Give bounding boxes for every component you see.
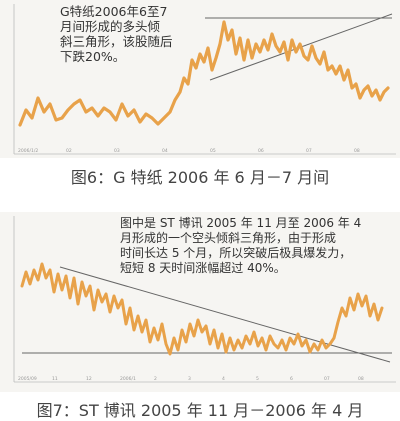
figure-7-x-tick-label: 5 xyxy=(256,376,259,382)
figure-6-chart: 2006/1/2 02 03 04 05 06 07 08 G特纸2006年6至7 月间形成的… xyxy=(0,0,400,158)
figure-7-x-tick-label: 12 xyxy=(86,376,92,382)
price-line xyxy=(20,262,384,356)
figure-7-x-tick-label: 4 xyxy=(222,376,225,382)
figure-6-x-tick-label: 2006/1/2 xyxy=(18,148,38,154)
figure-6-x-tick-label: 03 xyxy=(114,148,120,154)
figure-7-x-tick-label: 07 xyxy=(324,376,330,382)
wedge-upper-trendline xyxy=(59,266,391,363)
figure-7-x-tick-label: 2006/1 xyxy=(120,376,136,382)
figure-7-x-tick-label: 2005/09 xyxy=(18,376,37,382)
figure-6-note: G特纸2006年6至7 月间形成的多头倾 斜三角形，该股随后 下跌20%。 xyxy=(60,4,173,64)
figure-6-x-tick-label: 05 xyxy=(210,148,216,154)
figure-6-svg: 2006/1/2 02 03 04 05 06 07 08 xyxy=(13,4,396,155)
figure-7-x-tick-label: 11 xyxy=(52,376,58,382)
figure-6-x-tick-label: 06 xyxy=(258,148,264,154)
price-line xyxy=(18,20,390,127)
figure-7-x-tick-label: 08 xyxy=(358,376,364,382)
figure-7-note: 图中是 ST 博讯 2005 年 11 月至 2006 年 4 月形成的一个空头… xyxy=(120,216,362,275)
figure-6-caption: 图6：G 特纸 2006 年 6 月－7 月间 xyxy=(70,168,330,187)
figure-6-x-tick-label: 08 xyxy=(354,148,360,154)
figure-7-chart: 2005/09 11 12 2006/1 2 3 4 5 6 07 08 图中是 ST 博讯 200… xyxy=(0,212,400,392)
figure-6-x-tick-label: 07 xyxy=(306,148,312,154)
figure-6-x-tick-label: 04 xyxy=(162,148,168,154)
figure-7-x-tick-label: 6 xyxy=(290,376,293,382)
figure-7-caption: 图7：ST 博讯 2005 年 11 月－2006 年 4 月 xyxy=(36,401,364,420)
figure-7-x-tick-label: 3 xyxy=(188,376,191,382)
figure-6-x-tick-label: 02 xyxy=(66,148,72,154)
figure-7-svg: 2005/09 11 12 2006/1 2 3 4 5 6 07 08 xyxy=(13,216,396,383)
figure-7-x-tick-label: 2 xyxy=(154,376,157,382)
